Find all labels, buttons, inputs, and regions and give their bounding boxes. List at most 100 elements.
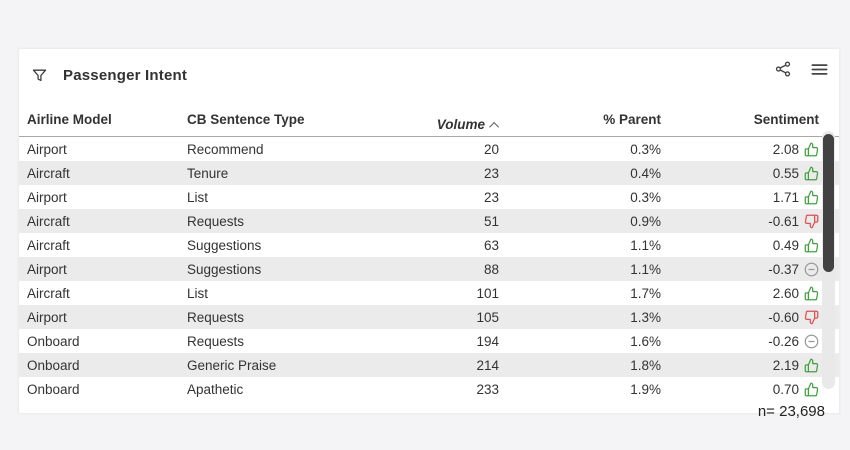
thumbs-up-icon [804,358,819,372]
widget-titlebar: Passenger Intent [19,49,839,93]
vertical-scrollbar-track[interactable] [822,131,835,389]
cell-pct-parent: 1.6% [630,333,661,349]
cell-cb-sentence-type: Recommend [187,141,264,157]
table-row[interactable]: Airport Recommend 20 0.3% 2.08 [19,137,839,161]
cell-volume: 105 [476,309,499,325]
cell-pct-parent: 0.9% [630,213,661,229]
sentiment-value: -0.37 [768,261,799,277]
table-row[interactable]: Airport List 23 0.3% 1.71 [19,185,839,209]
table-header-row: Airline Model CB Sentence Type Volume % … [19,93,839,137]
sentiment-value: 2.60 [772,285,799,301]
column-header-cb-sentence-type[interactable]: CB Sentence Type [187,112,305,127]
thumbs-up-icon [804,382,819,396]
cell-pct-parent: 1.1% [630,237,661,253]
neutral-sentiment-icon [804,334,819,348]
cell-volume: 194 [476,333,499,349]
cell-cb-sentence-type: List [187,285,209,301]
cell-airline-model: Airport [27,189,67,205]
cell-pct-parent: 1.9% [630,381,661,397]
column-header-pct-parent[interactable]: % Parent [603,112,661,127]
sentiment-value: 0.49 [772,237,799,253]
cell-airline-model: Airport [27,141,67,157]
cell-cb-sentence-type: Requests [187,333,245,349]
cell-volume: 51 [483,213,499,229]
sort-ascending-icon [489,121,500,132]
cell-airline-model: Onboard [27,333,80,349]
column-header-airline-model[interactable]: Airline Model [27,112,112,127]
total-count-label: n= 23,698 [757,403,825,420]
table-row[interactable]: Onboard Apathetic 233 1.9% 0.70 [19,377,839,401]
cell-pct-parent: 0.3% [630,189,661,205]
thumbs-down-icon [804,214,819,228]
table-row[interactable]: Aircraft Requests 51 0.9% -0.61 [19,209,839,233]
thumbs-up-icon [804,142,819,156]
table-row[interactable]: Airport Suggestions 88 1.1% -0.37 [19,257,839,281]
passenger-intent-widget: Passenger Intent Airline Model CB Senten… [18,48,840,420]
cell-sentiment: -0.61 [661,214,819,229]
thumbs-up-icon [804,166,819,180]
table-row[interactable]: Aircraft List 101 1.7% 2.60 [19,281,839,305]
cell-volume: 88 [483,261,499,277]
thumbs-up-icon [804,286,819,300]
table-row[interactable]: Aircraft Tenure 23 0.4% 0.55 [19,161,839,185]
share-icon[interactable] [773,59,793,79]
cell-cb-sentence-type: List [187,189,209,205]
cell-sentiment: -0.60 [661,310,819,325]
cell-cb-sentence-type: Suggestions [187,237,262,253]
cell-sentiment: 1.71 [661,190,819,205]
cell-cb-sentence-type: Tenure [187,165,229,181]
sentiment-value: -0.26 [768,333,799,349]
cell-pct-parent: 1.3% [630,309,661,325]
thumbs-up-icon [804,190,819,204]
cell-sentiment: -0.26 [661,334,819,349]
cell-volume: 20 [483,141,499,157]
cell-sentiment: -0.37 [661,262,819,277]
cell-airline-model: Onboard [27,357,80,373]
table-row[interactable]: Onboard Requests 194 1.6% -0.26 [19,329,839,353]
cell-airline-model: Airport [27,261,67,277]
cell-sentiment: 2.19 [661,358,819,373]
cell-volume: 23 [483,165,499,181]
cell-volume: 63 [483,237,499,253]
cell-cb-sentence-type: Apathetic [187,381,244,397]
sentiment-value: -0.60 [768,309,799,325]
cell-airline-model: Aircraft [27,213,70,229]
menu-icon[interactable] [809,59,829,79]
column-header-volume[interactable]: Volume [369,117,500,132]
cell-pct-parent: 1.1% [630,261,661,277]
cell-airline-model: Aircraft [27,285,70,301]
cell-volume: 233 [476,381,499,397]
cell-pct-parent: 0.4% [630,165,661,181]
sentiment-value: -0.61 [768,213,799,229]
table-row[interactable]: Onboard Generic Praise 214 1.8% 2.19 [19,353,839,377]
vertical-scrollbar-thumb[interactable] [823,134,834,272]
cell-cb-sentence-type: Requests [187,213,245,229]
sentiment-value: 2.08 [772,141,799,157]
thumbs-down-icon [804,310,819,324]
widget-title: Passenger Intent [63,66,188,84]
cell-airline-model: Aircraft [27,237,70,253]
cell-sentiment: 0.55 [661,166,819,181]
sentiment-value: 0.70 [772,381,799,397]
cell-volume: 214 [476,357,499,373]
cell-airline-model: Aircraft [27,165,70,181]
cell-cb-sentence-type: Requests [187,309,245,325]
filter-icon[interactable] [29,65,49,85]
cell-airline-model: Onboard [27,381,80,397]
sentiment-value: 2.19 [772,357,799,373]
cell-pct-parent: 0.3% [630,141,661,157]
table-row[interactable]: Airport Requests 105 1.3% -0.60 [19,305,839,329]
neutral-sentiment-icon [804,262,819,276]
thumbs-up-icon [804,238,819,252]
cell-volume: 101 [476,285,499,301]
cell-airline-model: Airport [27,309,67,325]
table-row[interactable]: Aircraft Suggestions 63 1.1% 0.49 [19,233,839,257]
cell-sentiment: 2.60 [661,286,819,301]
column-header-sentiment[interactable]: Sentiment [753,112,819,127]
cell-volume: 23 [483,189,499,205]
cell-pct-parent: 1.7% [630,285,661,301]
sentiment-value: 0.55 [772,165,799,181]
cell-sentiment: 2.08 [661,142,819,157]
cell-cb-sentence-type: Generic Praise [187,357,277,373]
cell-sentiment: 0.49 [661,238,819,253]
